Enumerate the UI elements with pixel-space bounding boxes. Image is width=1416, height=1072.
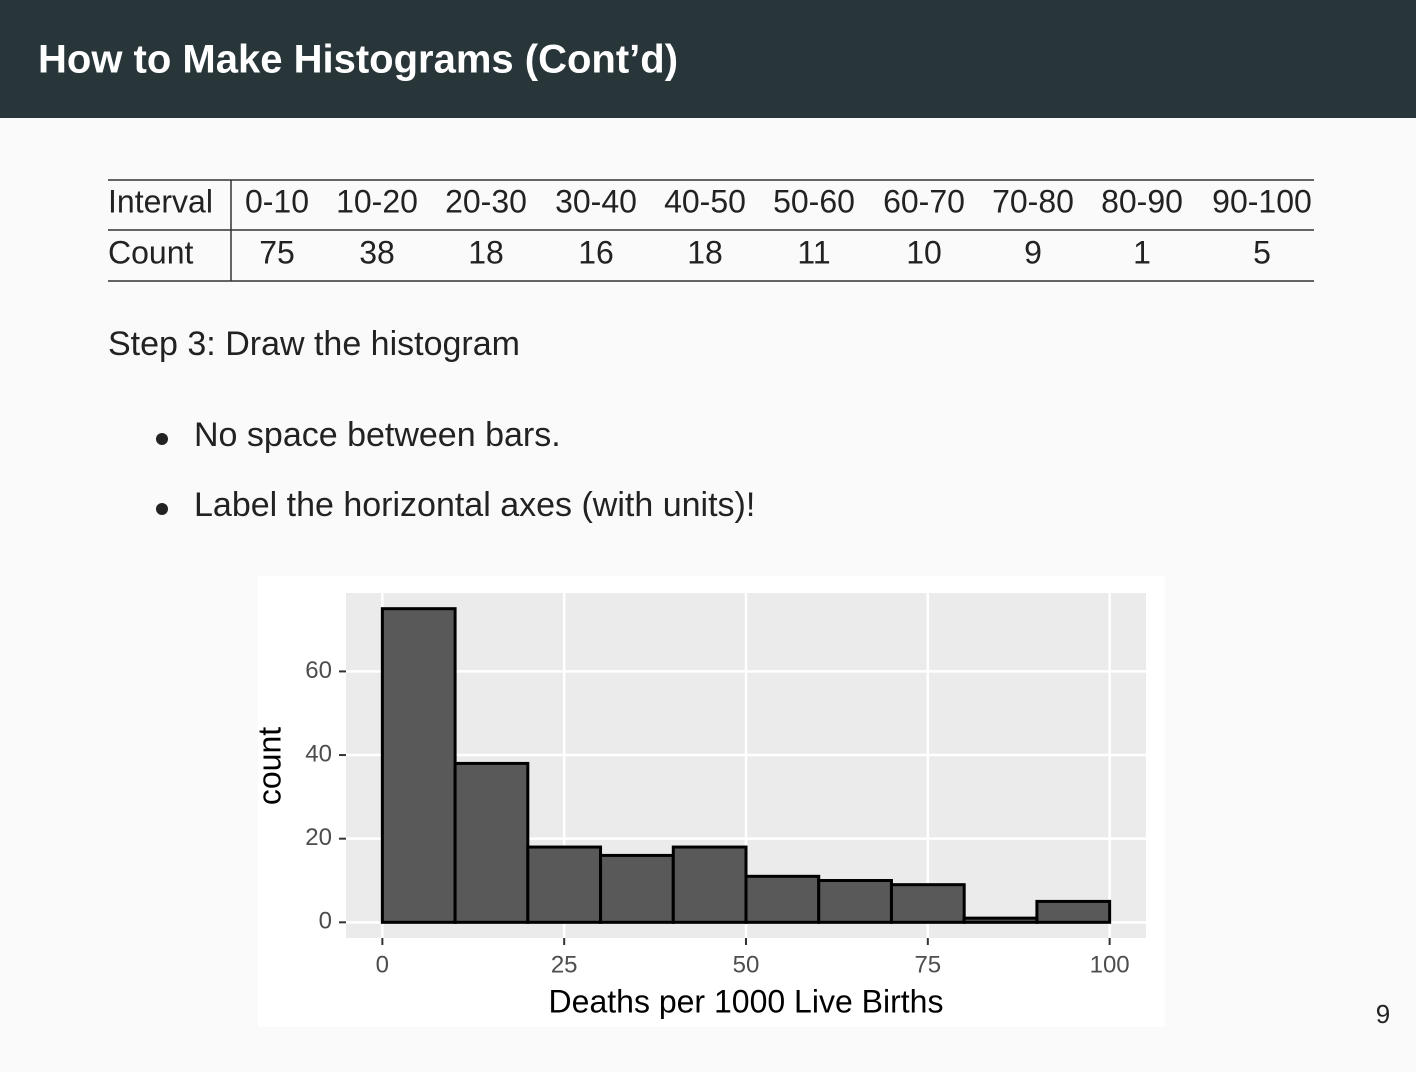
bar — [671, 845, 748, 924]
bullet-dot — [156, 433, 168, 445]
table-cell: 10-20 — [336, 183, 418, 219]
chart: 0 20 40 60 0 25 50 75 100 Deaths per 1000 Live Bi… — [251, 593, 1146, 1019]
table-cell: 38 — [359, 234, 395, 270]
table-cell: 40-50 — [664, 183, 746, 219]
table-cell: 0-10 — [245, 183, 309, 219]
table-cell: 1 — [1133, 234, 1151, 270]
table-cell: 75 — [259, 234, 295, 270]
y-tick-label: 20 — [305, 824, 332, 851]
bar — [599, 853, 675, 924]
table-cell: 9 — [1024, 234, 1042, 270]
bar — [526, 845, 603, 924]
table-cell: 10 — [906, 234, 942, 270]
table-cell: 90-100 — [1212, 183, 1312, 219]
table-cell: 70-80 — [992, 183, 1074, 219]
x-axis-label: Deaths per 1000 Live Births — [549, 983, 944, 1019]
table-cell: 30-40 — [555, 183, 637, 219]
slide-title: How to Make Histograms (Cont’d) — [38, 38, 678, 82]
bar — [962, 916, 1039, 924]
table-cell: 16 — [578, 234, 614, 270]
bar — [889, 883, 966, 924]
step-text: Step 3: Draw the histogram — [108, 325, 520, 363]
table-cell: 80-90 — [1101, 183, 1183, 219]
table-cell: 50-60 — [773, 183, 855, 219]
table-cell: 20-30 — [445, 183, 527, 219]
header-bar — [0, 0, 1416, 118]
x-tick-label: 75 — [914, 951, 941, 978]
table-cell: 11 — [797, 234, 830, 270]
row-header: Interval — [108, 183, 213, 219]
row-header: Count — [108, 234, 194, 270]
bar — [453, 761, 530, 924]
x-tick-label: 25 — [551, 951, 578, 978]
y-tick-label: 40 — [305, 740, 332, 767]
bullet: No space between bars. — [194, 416, 561, 454]
y-axis-label: count — [251, 727, 287, 805]
x-tick-label: 50 — [733, 951, 760, 978]
y-tick-label: 0 — [319, 908, 332, 935]
bullet: Label the horizontal axes (with units)! — [194, 486, 755, 524]
bullet-dot — [156, 503, 168, 515]
y-tick-label: 60 — [305, 657, 332, 684]
bar — [1035, 899, 1112, 924]
bar — [744, 874, 821, 924]
x-tick-label: 0 — [376, 951, 389, 978]
bar — [817, 879, 893, 924]
x-tick-label: 100 — [1090, 951, 1130, 978]
bar — [380, 607, 457, 924]
table-cell: 18 — [687, 234, 723, 270]
table-cell: 5 — [1253, 234, 1271, 270]
table-cell: 18 — [468, 234, 504, 270]
page-number: 9 — [1376, 999, 1390, 1029]
table-cell: 60-70 — [883, 183, 965, 219]
table: Interval 0-10 10-20 20-30 30-40 40-50 50-60 60-… — [108, 183, 1312, 270]
